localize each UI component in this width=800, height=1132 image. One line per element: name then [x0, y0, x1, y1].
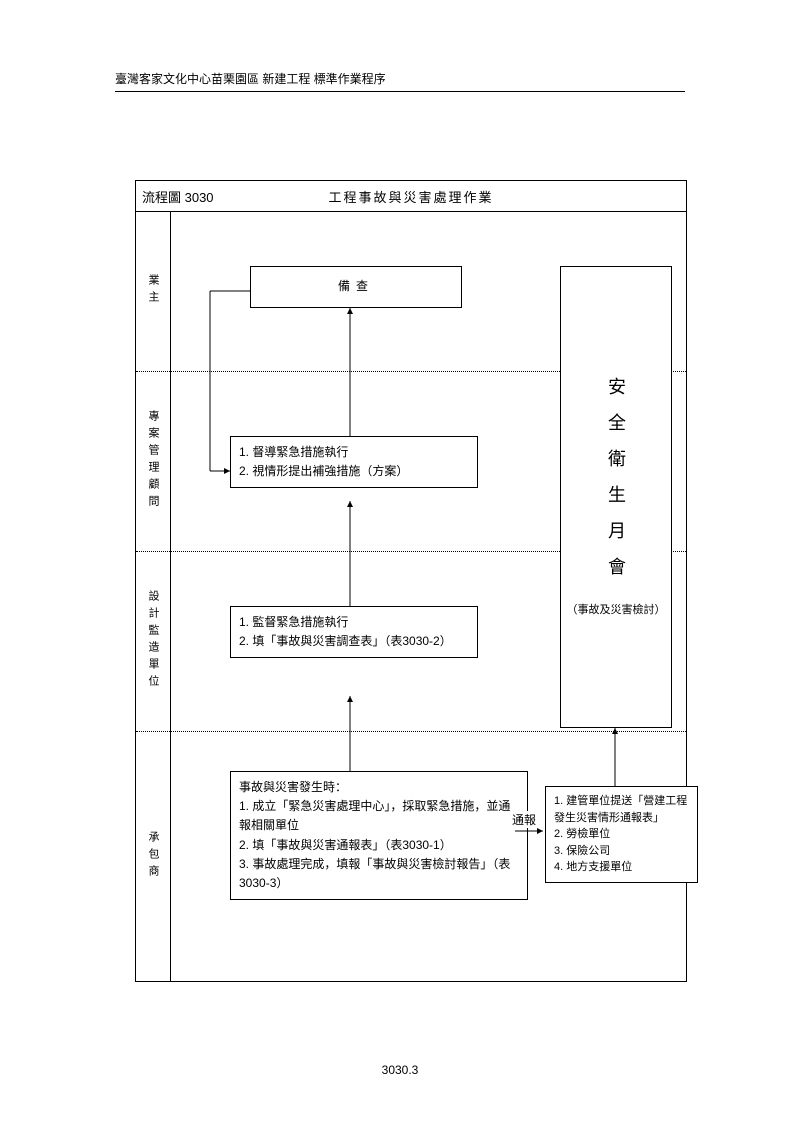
lane-contractor: 承包商	[136, 731, 170, 981]
lane-label: 承包商	[145, 831, 161, 882]
vbox-title: 安全衛生月會	[603, 377, 629, 593]
node-line: 2. 填「事故與災害調查表」（表3030-2）	[239, 632, 469, 651]
title-bar: 流程圖 3030 工程事故與災害處理作業	[136, 181, 686, 212]
lane-owner: 業主	[136, 211, 170, 372]
node-design-actions: 1. 監督緊急措施執行 2. 填「事故與災害調查表」（表3030-2）	[230, 606, 478, 658]
node-contractor-actions: 事故與災害發生時： 1. 成立「緊急災害處理中心」，採取緊急措施，並通報相關單位…	[230, 771, 528, 900]
lane-label: 設計監造單位	[145, 590, 161, 692]
node-text: 備查	[338, 277, 374, 296]
node-line: 1. 督導緊急措施執行	[239, 443, 469, 462]
node-notify-list: 1. 建管單位提送「營建工程發生災害情形通報表」 2. 勞檢單位 3. 保險公司…	[545, 786, 698, 883]
lane-label: 專案管理顧問	[145, 410, 161, 512]
node-pm-actions: 1. 督導緊急措施執行 2. 視情形提出補強措施（方案）	[230, 436, 478, 488]
node-line: 事故與災害發生時：	[239, 778, 519, 797]
node-safety-meeting: 安全衛生月會 （事故及災害檢討）	[560, 266, 672, 728]
swimlane-column: 業主 專案管理顧問 設計監造單位 承包商	[136, 211, 171, 981]
vbox-subtitle: （事故及災害檢討）	[567, 601, 666, 617]
node-line: 3. 保險公司	[554, 843, 689, 860]
lane-pm: 專案管理顧問	[136, 371, 170, 552]
node-line: 1. 成立「緊急災害處理中心」，採取緊急措施，並通報相關單位	[239, 797, 519, 835]
node-line: 1. 監督緊急措施執行	[239, 613, 469, 632]
lane-design: 設計監造單位	[136, 551, 170, 732]
lane-divider	[170, 731, 686, 732]
flowchart-frame: 流程圖 3030 工程事故與災害處理作業 業主 專案管理顧問 設計監造單位 承包…	[135, 180, 687, 982]
page-header: 臺灣客家文化中心苗栗園區 新建工程 標準作業程序	[115, 70, 685, 92]
node-review: 備查	[250, 266, 462, 308]
node-line: 3. 事故處理完成，填報「事故與災害檢討報告」（表3030-3）	[239, 855, 519, 893]
diagram-area: 備查 1. 督導緊急措施執行 2. 視情形提出補強措施（方案） 1. 監督緊急措…	[170, 211, 686, 981]
node-line: 4. 地方支援單位	[554, 859, 689, 876]
diagram-title: 工程事故與災害處理作業	[136, 187, 686, 206]
node-line: 1. 建管單位提送「營建工程發生災害情形通報表」	[554, 793, 689, 826]
node-line: 2. 填「事故與災害通報表」（表3030-1）	[239, 836, 519, 855]
node-line: 2. 視情形提出補強措施（方案）	[239, 462, 469, 481]
lane-label: 業主	[145, 274, 161, 308]
edge-label-notify: 通報	[512, 811, 536, 828]
page-footer: 3030.3	[0, 1063, 800, 1077]
node-line: 2. 勞檢單位	[554, 826, 689, 843]
